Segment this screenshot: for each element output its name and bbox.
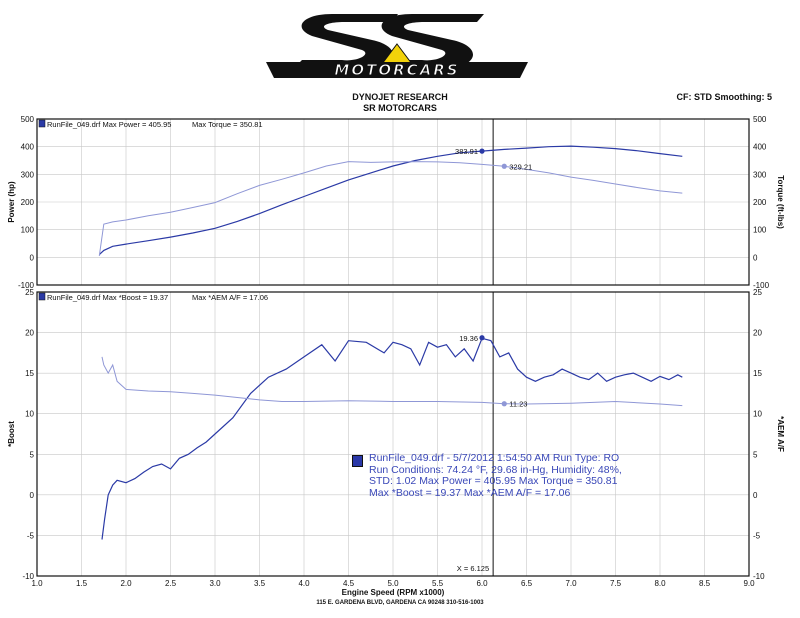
- y-tick-label-right: 100: [753, 226, 767, 235]
- legend-text-1: RunFile_049.drf Max *Boost = 19.37: [47, 293, 168, 302]
- y-tick-label-right: 500: [753, 115, 767, 124]
- y-tick-label-right: 0: [753, 491, 758, 500]
- y-tick-label-right: -100: [753, 281, 770, 290]
- y-axis-title-left: *Boost: [7, 421, 16, 447]
- legend-icon: [38, 292, 46, 301]
- x-tick-label: 2.0: [120, 579, 132, 588]
- report-title: DYNOJET RESEARCH: [352, 92, 448, 102]
- x-axis-title: Engine Speed (RPM x1000): [342, 588, 445, 597]
- marker-label: 11.23: [509, 400, 527, 409]
- x-tick-label: 8.0: [654, 579, 666, 588]
- y-tick-label-right: 5: [753, 450, 758, 459]
- y-tick-label-left: 15: [25, 369, 34, 378]
- x-tick-label: 7.0: [565, 579, 577, 588]
- x-tick-label: 3.5: [254, 579, 266, 588]
- y-tick-label-left: -5: [27, 531, 35, 540]
- x-tick-label: 6.0: [476, 579, 488, 588]
- y-tick-label-right: 0: [753, 253, 758, 262]
- y-tick-label-left: 5: [30, 450, 35, 459]
- y-tick-label-left: 25: [25, 288, 34, 297]
- run-file-icon: [352, 455, 363, 467]
- marker-point: [479, 335, 485, 341]
- x-tick-label: 7.5: [610, 579, 622, 588]
- marker-point: [479, 148, 485, 154]
- cf-smoothing-label: CF: STD Smoothing: 5: [676, 92, 773, 102]
- x-tick-label: 8.5: [699, 579, 711, 588]
- x-tick-label: 5.0: [387, 579, 399, 588]
- report-subtitle: SR MOTORCARS: [363, 103, 437, 113]
- x-tick-label: 3.0: [209, 579, 221, 588]
- y-tick-label-right: -5: [753, 531, 761, 540]
- y-tick-label-right: 25: [753, 288, 762, 297]
- y-axis-title-right: Torque (ft-lbs): [776, 175, 785, 229]
- y-tick-label-left: 400: [21, 143, 35, 152]
- y-tick-label-left: 200: [21, 198, 35, 207]
- y-tick-label-left: -10: [22, 572, 34, 581]
- marker-label: 329.21: [509, 162, 532, 171]
- marker-point: [501, 163, 507, 169]
- legend-text-2: Max *AEM A/F = 17.06: [192, 293, 268, 302]
- y-tick-label-right: 300: [753, 170, 767, 179]
- legend-icon: [38, 119, 46, 128]
- sr-motorcars-logo: [266, 14, 528, 78]
- y-tick-label-right: 20: [753, 329, 762, 338]
- x-tick-label: 2.5: [165, 579, 177, 588]
- series-line-torque: [98, 161, 683, 256]
- plot-frame: [36, 118, 750, 286]
- y-tick-label-right: 400: [753, 143, 767, 152]
- x-tick-label: 6.5: [521, 579, 533, 588]
- y-tick-label-left: 10: [25, 410, 34, 419]
- cursor-readout: X = 6.125: [457, 564, 489, 573]
- x-tick-label: 4.5: [343, 579, 355, 588]
- marker-label: 19.36: [459, 334, 478, 343]
- x-tick-label: 1.0: [31, 579, 43, 588]
- x-tick-label: 9.0: [743, 579, 755, 588]
- legend-text-2: Max Torque = 350.81: [192, 120, 263, 129]
- y-tick-label-left: 500: [21, 115, 35, 124]
- x-tick-label: 5.5: [432, 579, 444, 588]
- y-tick-label-left: -100: [18, 281, 35, 290]
- logo-text: MOTORCARS: [334, 61, 460, 79]
- y-tick-label-left: 0: [30, 491, 35, 500]
- y-axis-title-left: Power (hp): [7, 181, 16, 223]
- y-tick-label-right: 10: [753, 410, 762, 419]
- marker-label: 383.91: [455, 147, 478, 156]
- y-tick-label-left: 20: [25, 329, 34, 338]
- plot-frame: [36, 291, 750, 577]
- marker-point: [501, 401, 507, 407]
- y-tick-label-right: -10: [753, 572, 765, 581]
- y-tick-label-left: 300: [21, 170, 35, 179]
- series-line-aemaf: [101, 356, 683, 407]
- y-tick-label-right: 200: [753, 198, 767, 207]
- series-line-power: [98, 145, 683, 256]
- legend-text-1: RunFile_049.drf Max Power = 405.95: [47, 120, 171, 129]
- y-axis-title-right: *AEM A/F: [776, 416, 785, 452]
- shop-address: 115 E. GARDENA BLVD, GARDENA CA 90248 31…: [316, 600, 484, 606]
- run-info-text: RunFile_049.drf - 5/7/2012 1:54:50 AM Ru…: [369, 452, 622, 499]
- series-line-boost: [101, 337, 683, 540]
- y-tick-label-left: 0: [30, 253, 35, 262]
- x-tick-label: 1.5: [76, 579, 88, 588]
- y-tick-label-right: 15: [753, 369, 762, 378]
- y-tick-label-left: 100: [21, 226, 35, 235]
- x-tick-label: 4.0: [298, 579, 310, 588]
